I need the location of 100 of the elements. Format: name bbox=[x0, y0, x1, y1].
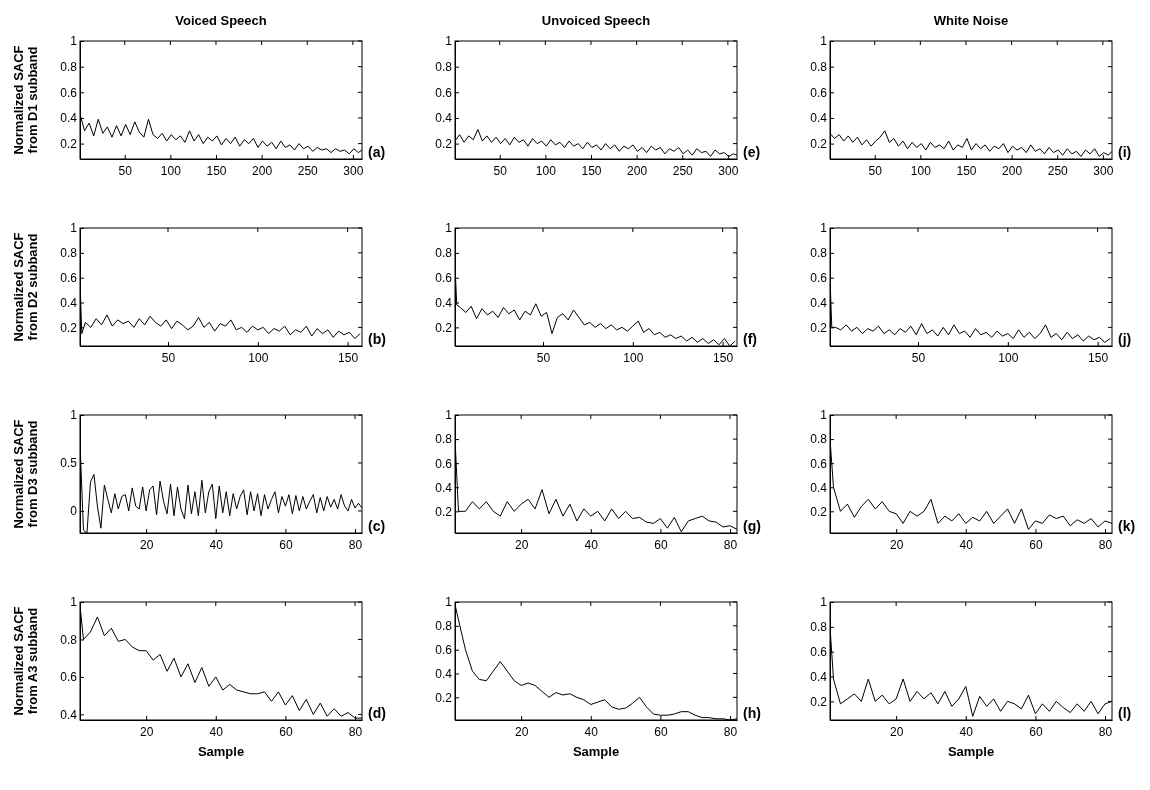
y-tick-label: 0.8 bbox=[60, 59, 78, 74]
y-tick-label: 0.6 bbox=[810, 456, 828, 471]
y-tick-label: 0.8 bbox=[60, 632, 78, 647]
x-tick-label: 60 bbox=[1029, 537, 1043, 552]
x-tick-label: 40 bbox=[209, 537, 224, 552]
y-tick-label: 0.4 bbox=[60, 707, 78, 722]
x-tick-label: 40 bbox=[209, 724, 224, 739]
y-tick-label: 0.4 bbox=[435, 666, 453, 681]
y-tick-label: 0.8 bbox=[810, 432, 828, 447]
x-tick-label: 40 bbox=[584, 724, 599, 739]
y-tick-label: 1 bbox=[820, 221, 828, 236]
y-tick-label: 0.8 bbox=[810, 59, 828, 74]
x-tick-label: 60 bbox=[654, 537, 668, 552]
y-tick-label: 0.2 bbox=[810, 320, 828, 335]
x-tick-label: 20 bbox=[514, 537, 529, 552]
y-tick-label: 1 bbox=[445, 408, 453, 423]
text: (c) bbox=[368, 518, 386, 534]
y-tick-label: 1 bbox=[70, 408, 78, 423]
x-tick-label: 20 bbox=[889, 537, 904, 552]
x-tick-label: 300 bbox=[1093, 163, 1114, 178]
y-axis-title: Normalized SACF from D1 subband bbox=[10, 45, 41, 155]
y-tick-label: 0.2 bbox=[810, 504, 828, 519]
chart-title: Voiced Speech bbox=[175, 13, 267, 28]
y-tick-label: 0.8 bbox=[435, 246, 453, 261]
x-tick-label: 80 bbox=[723, 724, 738, 739]
x-tick-label: 100 bbox=[535, 163, 557, 178]
x-tick-label: 150 bbox=[206, 163, 227, 178]
y-tick-label: 1 bbox=[820, 34, 828, 49]
y-tick-label: 0.6 bbox=[435, 643, 453, 658]
x-tick-label: 100 bbox=[998, 350, 1019, 365]
text: (h) bbox=[743, 705, 761, 721]
y-tick-label: 0.2 bbox=[435, 690, 453, 705]
y-tick-label: 0.2 bbox=[810, 136, 828, 151]
text: (g) bbox=[743, 518, 761, 534]
text: (k) bbox=[1118, 518, 1136, 534]
x-tick-label: 150 bbox=[956, 163, 977, 178]
x-tick-label: 100 bbox=[160, 163, 182, 178]
y-tick-label: 0.2 bbox=[435, 504, 453, 519]
x-tick-label: 300 bbox=[343, 163, 364, 178]
text: (j) bbox=[1118, 331, 1132, 347]
y-tick-label: 0.5 bbox=[60, 456, 78, 471]
y-tick-label: 0.4 bbox=[60, 111, 78, 126]
y-tick-label: 0.8 bbox=[435, 619, 453, 634]
y-tick-label: 0.2 bbox=[435, 136, 453, 151]
y-tick-label: 0.8 bbox=[810, 246, 828, 261]
y-tick-label: 0.8 bbox=[435, 432, 453, 447]
x-tick-label: 50 bbox=[161, 350, 176, 365]
x-tick-label: 50 bbox=[118, 163, 133, 178]
x-tick-label: 50 bbox=[911, 350, 926, 365]
y-tick-label: 0.6 bbox=[435, 271, 453, 286]
y-axis-title: Normalized SACF from D3 subband bbox=[10, 419, 41, 529]
chart-title: Unvoiced Speech bbox=[541, 13, 651, 28]
x-tick-label: 150 bbox=[713, 350, 734, 365]
x-tick-label: 200 bbox=[1002, 163, 1023, 178]
y-tick-label: 0.6 bbox=[810, 271, 828, 286]
x-tick-label: 20 bbox=[139, 537, 154, 552]
y-tick-label: 0.6 bbox=[810, 85, 828, 100]
x-tick-label: 50 bbox=[868, 163, 883, 178]
y-tick-label: 0.6 bbox=[810, 645, 828, 660]
x-tick-label: 100 bbox=[248, 350, 269, 365]
x-tick-label: 250 bbox=[672, 163, 694, 178]
y-tick-label: 0.6 bbox=[60, 85, 78, 100]
x-tick-label: 100 bbox=[910, 163, 932, 178]
x-tick-label: 150 bbox=[581, 163, 602, 178]
y-tick-label: 0.4 bbox=[810, 480, 828, 495]
x-tick-label: 50 bbox=[536, 350, 551, 365]
y-tick-label: 0.6 bbox=[435, 85, 453, 100]
y-tick-label: 1 bbox=[70, 34, 78, 49]
x-tick-label: 40 bbox=[959, 537, 974, 552]
x-tick-label: 50 bbox=[493, 163, 508, 178]
y-tick-label: 0.8 bbox=[60, 246, 78, 261]
x-tick-label: 60 bbox=[654, 724, 668, 739]
x-tick-label: 300 bbox=[718, 163, 739, 178]
y-tick-label: 0.4 bbox=[810, 295, 828, 310]
x-axis-title: Sample bbox=[947, 744, 995, 759]
y-tick-label: 0.4 bbox=[435, 295, 453, 310]
x-tick-label: 20 bbox=[889, 724, 904, 739]
text: (f) bbox=[743, 331, 757, 347]
y-tick-label: 1 bbox=[445, 34, 453, 49]
x-tick-label: 60 bbox=[279, 724, 293, 739]
x-tick-label: 250 bbox=[297, 163, 319, 178]
y-tick-label: 1 bbox=[820, 595, 828, 610]
y-tick-label: 0 bbox=[70, 504, 78, 519]
x-tick-label: 200 bbox=[627, 163, 648, 178]
x-tick-label: 80 bbox=[723, 537, 738, 552]
x-tick-label: 100 bbox=[623, 350, 644, 365]
text: (l) bbox=[1118, 705, 1132, 721]
x-tick-label: 80 bbox=[1098, 537, 1113, 552]
x-tick-label: 150 bbox=[338, 350, 359, 365]
y-axis-title: Normalized SACF from A3 subband bbox=[10, 606, 41, 716]
y-tick-label: 0.2 bbox=[810, 694, 828, 709]
text: (a) bbox=[368, 144, 386, 160]
y-tick-label: 0.4 bbox=[60, 295, 78, 310]
y-tick-label: 0.8 bbox=[435, 59, 453, 74]
x-axis-title: Sample bbox=[197, 744, 245, 759]
x-axis-title: Sample bbox=[572, 744, 620, 759]
x-tick-label: 60 bbox=[279, 537, 293, 552]
y-tick-label: 0.4 bbox=[435, 111, 453, 126]
x-tick-label: 80 bbox=[348, 537, 363, 552]
y-axis-title: Normalized SACF from D2 subband bbox=[10, 232, 41, 342]
